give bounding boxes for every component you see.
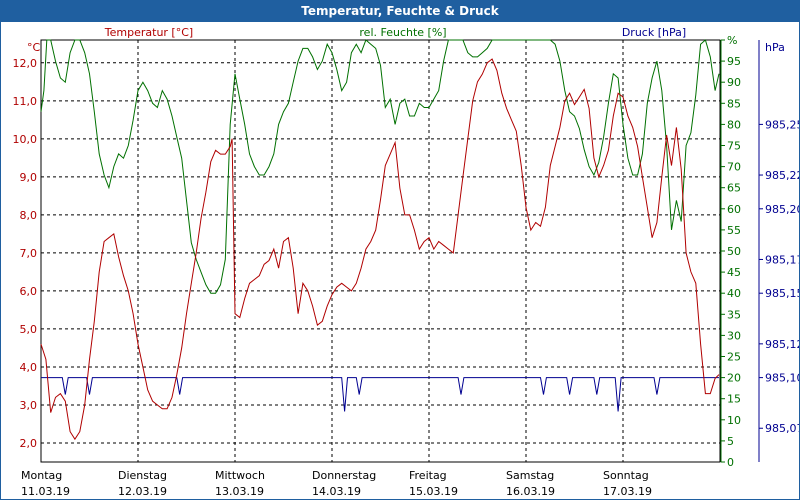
humidity-tick-label: 40 — [727, 287, 741, 300]
humidity-tick-label: 30 — [727, 329, 741, 342]
weather-chart: Temperatur [°C] rel. Feuchte [%] Druck [… — [13, 26, 800, 498]
temperature-tick-label: 11,0 — [13, 95, 38, 108]
day-date-label: 16.03.19 — [506, 485, 555, 498]
temperature-tick-label: 12,0 — [13, 57, 38, 70]
day-date-label: 12.03.19 — [118, 485, 167, 498]
temperature-tick-label: 2,0 — [20, 437, 38, 450]
humidity-tick-label: 25 — [727, 351, 741, 364]
temperature-tick-label: 5,0 — [20, 323, 38, 336]
pressure-tick-label: 985,12 — [765, 338, 799, 351]
humidity-tick-label: 95 — [727, 55, 741, 68]
pressure-tick-label: 985,20 — [765, 203, 799, 216]
humidity-tick-label: 20 — [727, 372, 741, 385]
pressure-tick-label: 985,25 — [765, 118, 799, 131]
pressure-axis-title: Druck [hPa] — [622, 26, 686, 39]
day-name-label: Dienstag — [118, 469, 167, 482]
temperature-series-line — [40, 58, 720, 441]
temperature-tick-label: 8,0 — [20, 209, 38, 222]
humidity-tick-label: 60 — [727, 203, 741, 216]
humidity-tick-label: 65 — [727, 182, 741, 195]
day-name-label: Montag — [21, 469, 62, 482]
humidity-tick-label: 5 — [727, 435, 734, 448]
humidity-tick-label: 70 — [727, 161, 741, 174]
day-date-label: 13.03.19 — [215, 485, 264, 498]
pressure-tick-label: 985,10 — [765, 372, 799, 385]
humidity-tick-label: 45 — [727, 266, 741, 279]
humidity-tick-label: % — [727, 34, 737, 47]
pressure-tick-label: 985,22 — [765, 169, 799, 182]
day-name-label: Sonntag — [603, 469, 649, 482]
pressure-unit-label: hPa — [765, 41, 785, 54]
temperature-tick-label: 10,0 — [13, 133, 38, 146]
pressure-tick-label: 985,07 — [765, 422, 799, 435]
humidity-tick-label: 80 — [727, 118, 741, 131]
humidity-tick-label: 75 — [727, 140, 741, 153]
window-title: Temperatur, Feuchte & Druck — [1, 1, 799, 22]
day-date-label: 17.03.19 — [603, 485, 652, 498]
day-name-label: Mittwoch — [215, 469, 265, 482]
humidity-series-line — [40, 39, 720, 294]
pressure-series-line — [41, 377, 719, 412]
temperature-unit-label: °C — [27, 41, 41, 54]
temperature-axis-title: Temperatur [°C] — [104, 26, 193, 39]
humidity-tick-label: 50 — [727, 245, 741, 258]
humidity-tick-label: 85 — [727, 97, 741, 110]
day-name-label: Donnerstag — [312, 469, 376, 482]
plot-frame — [40, 39, 721, 463]
temperature-tick-label: 7,0 — [20, 247, 38, 260]
humidity-tick-label: 90 — [727, 76, 741, 89]
temperature-tick-label: 3,0 — [20, 399, 38, 412]
pressure-tick-label: 985,17 — [765, 253, 799, 266]
temperature-tick-label: 6,0 — [20, 285, 38, 298]
day-date-label: 11.03.19 — [21, 485, 70, 498]
day-date-label: 14.03.19 — [312, 485, 361, 498]
day-date-label: 15.03.19 — [409, 485, 458, 498]
humidity-tick-label: 55 — [727, 224, 741, 237]
humidity-tick-label: 0 — [727, 456, 734, 469]
humidity-tick-label: 35 — [727, 308, 741, 321]
temperature-tick-label: 9,0 — [20, 171, 38, 184]
humidity-axis-title: rel. Feuchte [%] — [359, 26, 446, 39]
day-name-label: Samstag — [506, 469, 554, 482]
day-name-label: Freitag — [409, 469, 447, 482]
humidity-tick-label: 10 — [727, 414, 741, 427]
pressure-tick-label: 985,15 — [765, 287, 799, 300]
humidity-tick-label: 15 — [727, 393, 741, 406]
temperature-tick-label: 4,0 — [20, 361, 38, 374]
